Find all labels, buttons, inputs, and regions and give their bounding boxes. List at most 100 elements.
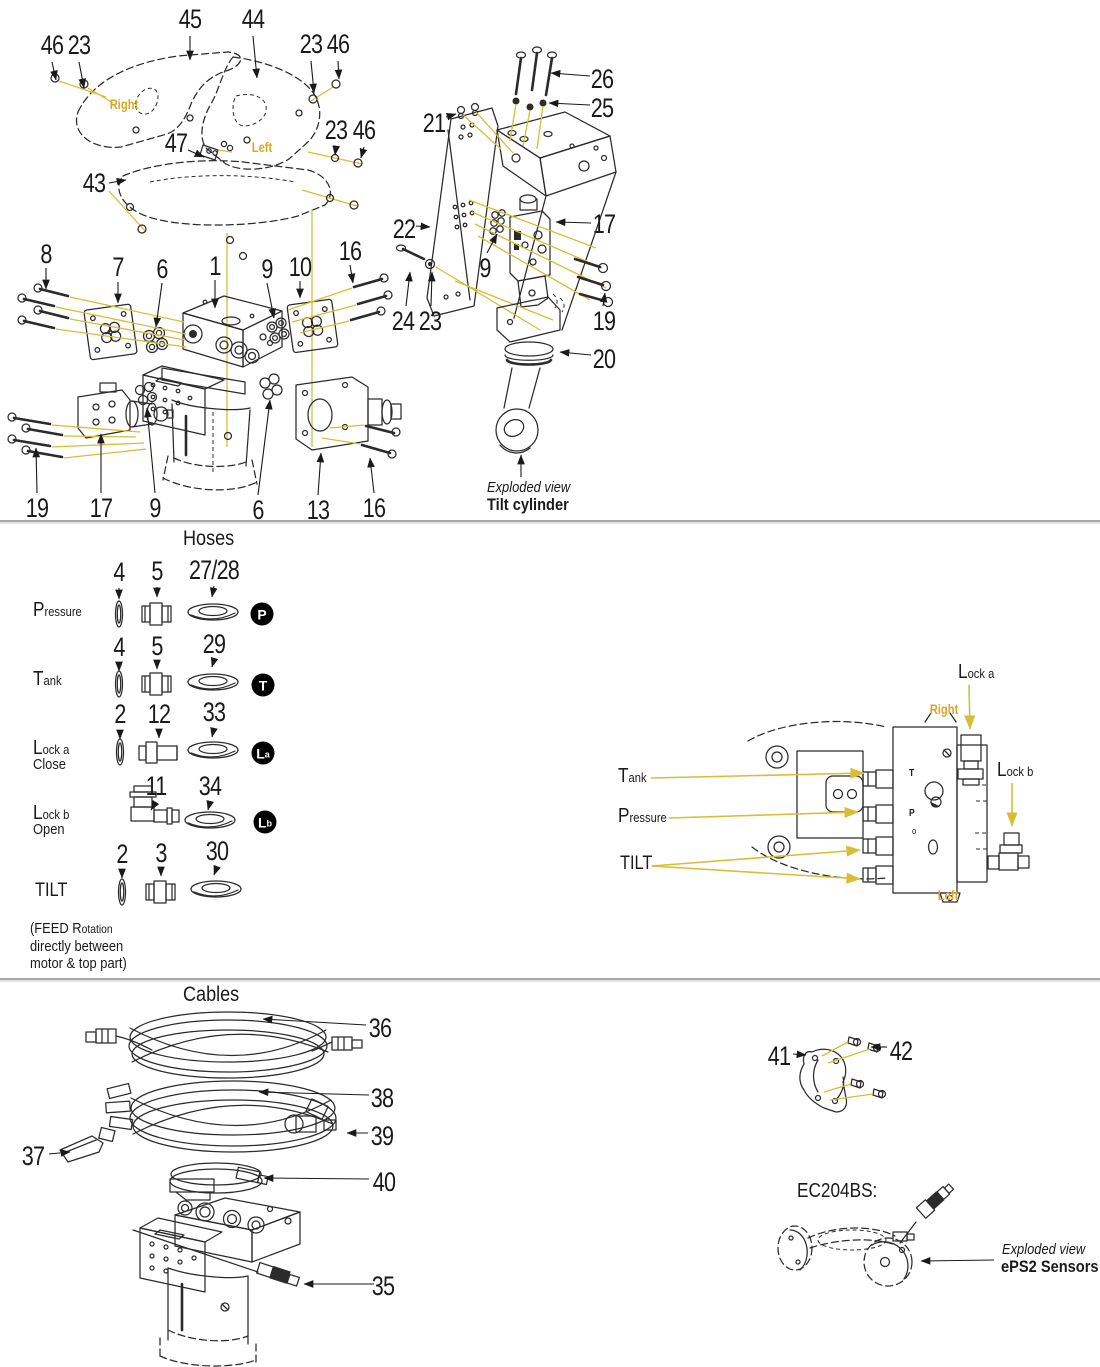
hoses-callout-4: 4 <box>113 557 125 587</box>
row-label-lock-b: Lock b <box>33 802 70 824</box>
diagram-left-label: Left <box>937 887 959 903</box>
hoses-callout-29: 29 <box>202 629 226 659</box>
hoses-callout-5: 5 <box>151 556 163 586</box>
top-callout-7: 7 <box>112 252 124 282</box>
hoses-callout-34: 34 <box>198 771 222 801</box>
hoses-callout-12: 12 <box>147 699 171 729</box>
top-callout-16: 16 <box>362 493 386 523</box>
top-callout-19: 19 <box>592 306 616 336</box>
tilt-caption-italic: Exploded view <box>487 479 571 496</box>
top-callout-23: 23 <box>67 30 91 60</box>
top-callout-46: 46 <box>352 115 376 145</box>
cables-callout-38: 38 <box>370 1083 394 1113</box>
top-callout-43: 43 <box>82 168 106 198</box>
cables-callout-37: 37 <box>21 1141 45 1171</box>
hoses-title: Hoses <box>183 527 235 550</box>
top-callout-24: 24 <box>391 306 415 336</box>
top-callout-25: 25 <box>590 93 614 123</box>
top-callout-leaders <box>32 35 608 496</box>
top-callout-17: 17 <box>89 493 113 523</box>
valve-17-right-drawing <box>509 194 565 313</box>
hoses-callout-5: 5 <box>151 631 163 661</box>
top-callout-23: 23 <box>418 306 442 336</box>
eps2-sensors-drawing <box>777 1183 955 1287</box>
badge-tank: T <box>251 673 275 697</box>
hose-callout-leaders <box>115 585 221 879</box>
eps2-caption-bold: ePS2 Sensors <box>1001 1257 1099 1276</box>
top-callout-26: 26 <box>590 64 614 94</box>
top-callout-6: 6 <box>252 495 264 525</box>
feed-note-line2: directly between <box>30 938 124 955</box>
row-label-pressure: Pressure <box>33 599 82 621</box>
top-callout-9: 9 <box>261 254 273 284</box>
section-divider-2 <box>0 978 1100 980</box>
hoses-callout-11: 11 <box>145 771 168 801</box>
diagram-right-label: Right <box>929 701 959 717</box>
hoses-callout-27-28: 27/28 <box>188 555 240 585</box>
left-valve-17-drawing <box>7 381 174 459</box>
badge-pressure: P <box>250 602 274 626</box>
ec204bs-title: EC204BS: <box>797 1180 878 1202</box>
top-callout-44: 44 <box>241 4 265 34</box>
cable-40-drawing <box>169 1162 269 1201</box>
tilt-caption-bold: Tilt cylinder <box>487 495 569 514</box>
cables-callout-leaders <box>48 1015 995 1288</box>
top-callout-47: 47 <box>164 128 188 158</box>
diagram-pressure-label: Pressure <box>618 805 667 827</box>
port-letter-o: o <box>912 826 917 836</box>
top-callout-46: 46 <box>40 30 64 60</box>
valve-port-diagram-drawing <box>650 684 1030 903</box>
top-callout-9: 9 <box>149 493 161 523</box>
cables-callout-39: 39 <box>370 1121 394 1151</box>
cover-right-label: Right <box>109 96 139 112</box>
row-sublabel-close: Close <box>33 756 66 773</box>
center-valve-block-drawing <box>142 295 283 491</box>
top-callout-1: 1 <box>209 251 221 281</box>
seals-6-left-drawing <box>142 326 169 354</box>
row-label-tank: Tank <box>33 668 62 690</box>
hoses-callout-4: 4 <box>113 632 125 662</box>
cable-38-39-drawing <box>98 1080 337 1153</box>
right-block-13-drawing <box>259 373 402 459</box>
right-plate-10-drawing <box>266 273 393 354</box>
top-callout-21: 21 <box>422 108 446 138</box>
top-callout-22: 22 <box>392 214 416 244</box>
part-37-drawing <box>59 1135 104 1163</box>
hoses-callout-2: 2 <box>116 839 128 869</box>
hoses-callout-30: 30 <box>205 836 229 866</box>
top-callout-10: 10 <box>288 252 312 282</box>
bracket-41-42-drawing <box>799 1036 887 1113</box>
cable-36-drawing <box>85 1011 363 1079</box>
top-callout-20: 20 <box>592 344 616 374</box>
top-callout-19: 19 <box>25 493 49 523</box>
diagram-tilt-label: TILT <box>620 853 653 874</box>
row-label-tilt: TILT <box>35 880 68 901</box>
feed-note-line1: (FEED Rotation <box>30 920 113 937</box>
cables-title: Cables <box>183 983 240 1006</box>
diagram-lock-b-label: Lock b <box>997 759 1034 781</box>
upper-covers-drawing <box>75 51 331 226</box>
top-callout-45: 45 <box>178 4 202 34</box>
port-letter-p: P <box>909 808 915 819</box>
diagram-lock-a-label: Lock a <box>958 661 995 683</box>
cover-left-label: Left <box>251 139 273 155</box>
diagram-tank-label: Tank <box>618 765 647 787</box>
port-letter-t: T <box>909 768 915 779</box>
section-divider-1 <box>0 520 1100 522</box>
cables-callout-41: 41 <box>767 1041 791 1071</box>
row-label-lock-a: Lock a <box>33 737 70 759</box>
top-callout-16: 16 <box>338 236 362 266</box>
top-callout-8: 8 <box>40 239 52 269</box>
top-callout-17: 17 <box>592 209 616 239</box>
feed-note-line3: motor & top part) <box>30 955 127 972</box>
top-callout-9: 9 <box>479 253 491 283</box>
row-sublabel-open: Open <box>33 821 65 838</box>
hoses-callout-33: 33 <box>202 697 226 727</box>
cover-screws-drawing <box>50 73 363 447</box>
rotator-35-drawing <box>132 1197 301 1367</box>
cables-callout-36: 36 <box>368 1013 392 1043</box>
screws-8-drawing <box>17 283 187 348</box>
